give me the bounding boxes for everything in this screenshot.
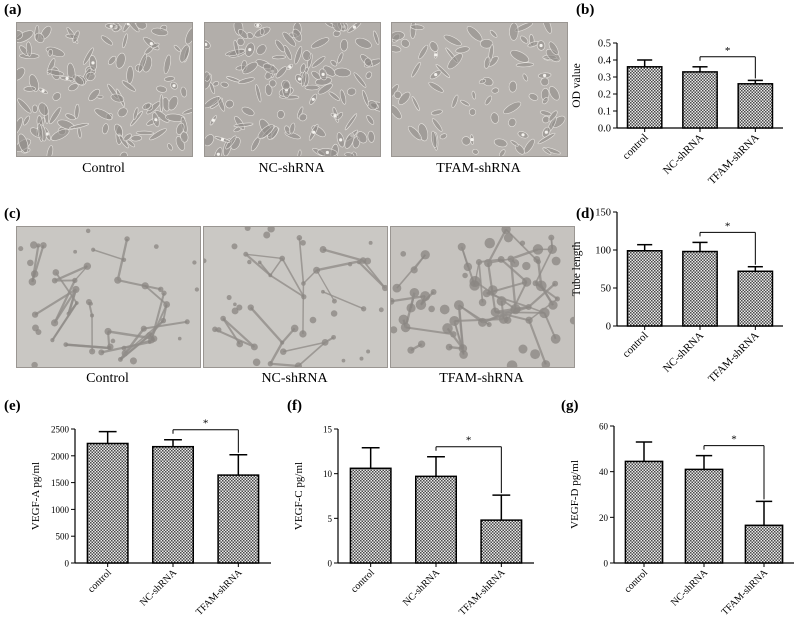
significance-marker: * bbox=[203, 418, 209, 430]
y-tick-label: 0 bbox=[604, 559, 609, 569]
y-tick-label: 2000 bbox=[51, 451, 70, 461]
caption-c-nc: NC-shRNA bbox=[261, 371, 328, 386]
y-axis-label: VEGF-A pg/ml bbox=[30, 462, 42, 530]
y-tick-label: 150 bbox=[595, 208, 611, 219]
x-tick-label: control bbox=[622, 567, 650, 595]
y-tick-label: 1000 bbox=[51, 505, 70, 515]
y-tick-label: 0 bbox=[65, 559, 70, 569]
y-tick-label: 0.0 bbox=[598, 124, 611, 135]
micrograph-a-tfam bbox=[391, 22, 568, 157]
y-tick-label: 0.2 bbox=[598, 90, 611, 101]
tube-texture-c1 bbox=[18, 228, 199, 367]
cell-texture-a2 bbox=[205, 23, 380, 156]
tube-texture-c3 bbox=[391, 227, 574, 367]
bar bbox=[737, 270, 774, 327]
micrograph-c-nc bbox=[203, 226, 388, 368]
bar bbox=[86, 442, 129, 564]
bar bbox=[151, 445, 195, 564]
micrograph-a-nc bbox=[204, 22, 381, 157]
caption-a-tfam: TFAM-shRNA bbox=[436, 161, 521, 176]
significance-marker: * bbox=[731, 434, 737, 446]
y-tick-label: 0.4 bbox=[598, 56, 612, 67]
y-tick-label: 60 bbox=[599, 422, 609, 432]
bar bbox=[349, 467, 392, 564]
significance-marker: * bbox=[725, 220, 731, 232]
y-tick-label: 5 bbox=[328, 514, 333, 524]
cell-texture-a3 bbox=[392, 23, 566, 156]
caption-c-control: Control bbox=[86, 371, 129, 386]
caption-c-tfam: TFAM-shRNA bbox=[439, 371, 524, 386]
panel-label-f: (f) bbox=[287, 398, 302, 414]
y-tick-label: 100 bbox=[595, 246, 611, 257]
panel-label-b: (b) bbox=[576, 2, 595, 18]
x-tick-label: NC-shRNA bbox=[669, 567, 711, 609]
bar bbox=[414, 475, 458, 564]
tube-texture-c2 bbox=[204, 227, 387, 367]
y-axis-label: VEGF-C pg/ml bbox=[293, 462, 305, 530]
y-tick-label: 2500 bbox=[51, 425, 70, 435]
y-tick-label: 0 bbox=[328, 559, 333, 569]
y-tick-label: 0.3 bbox=[598, 73, 611, 84]
y-tick-label: 1500 bbox=[51, 478, 70, 488]
micrograph-c-tfam bbox=[390, 226, 575, 368]
significance-marker: * bbox=[466, 435, 472, 447]
micrograph-a-control bbox=[16, 22, 193, 157]
y-tick-label: 40 bbox=[599, 467, 609, 477]
y-tick-label: 20 bbox=[599, 513, 609, 523]
y-tick-label: 50 bbox=[601, 284, 612, 295]
panel-label-d: (d) bbox=[576, 206, 595, 222]
y-axis-label: Tube length bbox=[571, 241, 583, 296]
bar bbox=[744, 524, 784, 564]
bar bbox=[624, 460, 664, 564]
panel-label-a: (a) bbox=[4, 2, 22, 18]
y-tick-label: 0 bbox=[606, 322, 611, 333]
panel-label-c: (c) bbox=[4, 206, 21, 222]
caption-a-nc: NC-shRNA bbox=[258, 161, 325, 176]
y-tick-label: 10 bbox=[323, 469, 333, 479]
caption-a-control: Control bbox=[82, 161, 125, 176]
micrograph-c-control bbox=[16, 226, 201, 368]
x-tick-label: TFAM-shRNA bbox=[720, 567, 771, 618]
y-tick-label: 15 bbox=[323, 425, 333, 435]
y-tick-label: 500 bbox=[56, 532, 70, 542]
panel-label-g: (g) bbox=[561, 398, 579, 414]
y-axis-label: OD value bbox=[571, 63, 583, 107]
y-tick-label: 0.1 bbox=[598, 107, 611, 118]
cell-texture-a1 bbox=[17, 23, 192, 156]
significance-marker: * bbox=[725, 45, 731, 57]
panel-label-e: (e) bbox=[4, 398, 21, 414]
y-tick-label: 0.5 bbox=[598, 39, 611, 50]
bar bbox=[684, 468, 724, 564]
y-axis-label: VEGF-D pg/ml bbox=[569, 460, 581, 529]
bar bbox=[480, 519, 523, 564]
bar bbox=[682, 71, 718, 129]
